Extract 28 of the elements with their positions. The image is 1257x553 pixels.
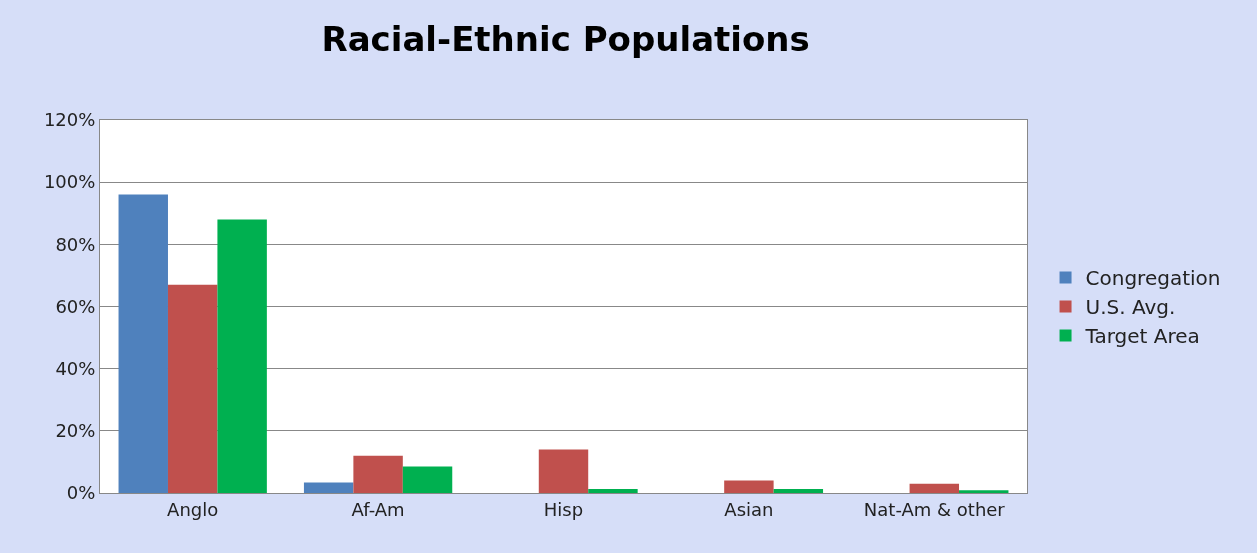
x-tick-label: Af-Am <box>351 498 405 520</box>
bar <box>167 284 218 493</box>
bar <box>118 194 168 493</box>
y-tick-label: 40% <box>55 357 96 379</box>
bar <box>303 482 354 493</box>
bar <box>402 466 453 493</box>
x-tick-label: Hisp <box>543 498 584 520</box>
bar <box>217 219 267 493</box>
bar <box>724 480 774 493</box>
x-tick-label: Anglo <box>167 498 219 520</box>
y-tick-label: 0% <box>66 482 96 504</box>
y-tick-label: 100% <box>43 171 96 193</box>
bar <box>773 488 824 493</box>
x-tick-label: Asian <box>724 498 774 520</box>
y-tick-label: 120% <box>43 109 96 131</box>
legend-label: Target Area <box>1084 324 1200 349</box>
x-tick-label: Nat-Am & other <box>863 498 1006 520</box>
bar <box>588 488 638 493</box>
bar <box>909 483 960 493</box>
bar <box>353 455 403 493</box>
legend-label: Congregation <box>1085 266 1221 291</box>
y-tick-label: 60% <box>55 295 96 317</box>
y-tick-label: 80% <box>55 233 96 255</box>
bar <box>959 490 1009 493</box>
y-tick-label: 20% <box>55 420 96 442</box>
bar <box>538 449 589 493</box>
chart-title: Racial-Ethnic Populations <box>321 18 810 59</box>
legend-label: U.S. Avg. <box>1085 295 1176 320</box>
